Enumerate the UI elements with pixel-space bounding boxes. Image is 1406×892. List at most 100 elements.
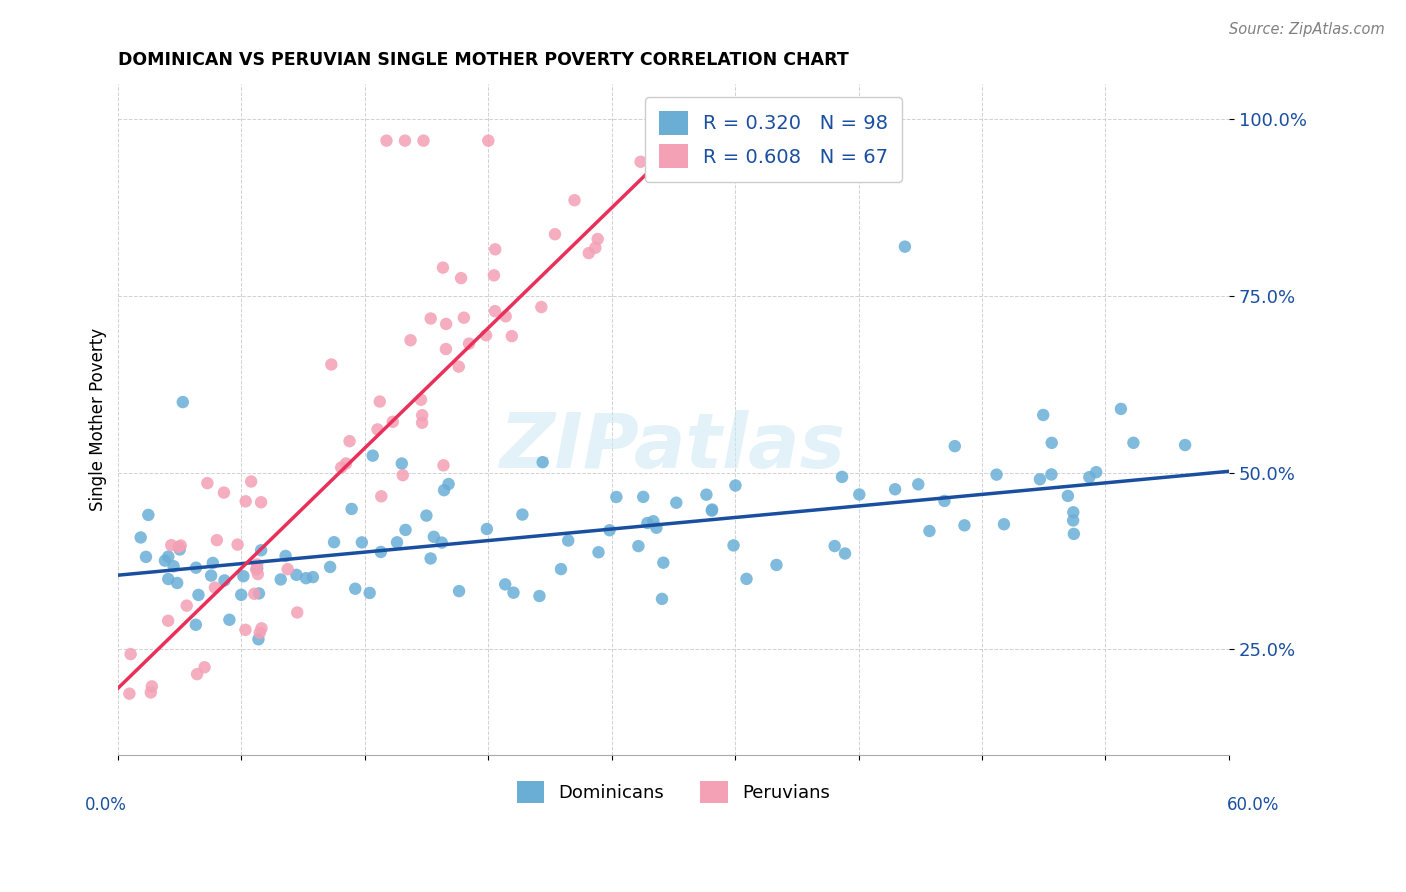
Point bbox=[724, 478, 747, 492]
Point bbox=[475, 522, 498, 536]
Point bbox=[169, 542, 191, 557]
Point bbox=[831, 470, 853, 484]
Point bbox=[153, 554, 176, 568]
Point bbox=[665, 496, 688, 510]
Text: 60.0%: 60.0% bbox=[1226, 796, 1279, 814]
Point bbox=[458, 336, 481, 351]
Point bbox=[350, 535, 373, 549]
Point bbox=[652, 556, 675, 570]
Point bbox=[235, 494, 257, 508]
Point bbox=[651, 591, 673, 606]
Point bbox=[544, 227, 567, 242]
Point bbox=[247, 586, 270, 600]
Point bbox=[943, 439, 966, 453]
Point bbox=[495, 310, 517, 324]
Point bbox=[339, 434, 361, 449]
Point bbox=[1062, 505, 1084, 519]
Point bbox=[141, 679, 163, 693]
Point bbox=[450, 271, 472, 285]
Point bbox=[1085, 465, 1108, 479]
Point bbox=[630, 154, 652, 169]
Point bbox=[583, 241, 606, 255]
Point bbox=[412, 134, 434, 148]
Point bbox=[432, 458, 454, 473]
Point bbox=[434, 342, 457, 356]
Point bbox=[394, 134, 416, 148]
Point bbox=[285, 606, 308, 620]
Point bbox=[475, 328, 498, 343]
Point bbox=[477, 134, 499, 148]
Point bbox=[118, 687, 141, 701]
Point bbox=[564, 193, 586, 207]
Point bbox=[240, 475, 263, 489]
Point bbox=[411, 409, 433, 423]
Point bbox=[432, 260, 454, 275]
Point bbox=[636, 516, 658, 530]
Point bbox=[399, 333, 422, 347]
Point bbox=[330, 460, 353, 475]
Point bbox=[176, 599, 198, 613]
Point bbox=[1062, 513, 1084, 527]
Point bbox=[557, 533, 579, 548]
Point bbox=[645, 521, 668, 535]
Point bbox=[184, 617, 207, 632]
Point bbox=[129, 531, 152, 545]
Point bbox=[437, 477, 460, 491]
Point bbox=[204, 581, 226, 595]
Point bbox=[918, 524, 941, 538]
Point bbox=[247, 632, 270, 647]
Point bbox=[531, 455, 554, 469]
Point bbox=[453, 310, 475, 325]
Point bbox=[631, 490, 654, 504]
Point bbox=[1078, 470, 1101, 484]
Point bbox=[246, 558, 269, 572]
Point bbox=[186, 667, 208, 681]
Point bbox=[201, 556, 224, 570]
Point bbox=[894, 239, 917, 253]
Point bbox=[375, 134, 398, 148]
Point bbox=[1029, 472, 1052, 486]
Point bbox=[723, 538, 745, 552]
Point bbox=[934, 494, 956, 508]
Point bbox=[993, 517, 1015, 532]
Point bbox=[218, 613, 240, 627]
Point bbox=[162, 559, 184, 574]
Point bbox=[335, 457, 357, 471]
Point bbox=[359, 586, 381, 600]
Point bbox=[1174, 438, 1197, 452]
Point bbox=[367, 422, 389, 436]
Point bbox=[184, 560, 207, 574]
Point bbox=[482, 268, 505, 283]
Point bbox=[172, 395, 194, 409]
Point bbox=[605, 490, 627, 504]
Point bbox=[391, 457, 413, 471]
Point bbox=[139, 685, 162, 699]
Point bbox=[381, 415, 404, 429]
Point bbox=[361, 449, 384, 463]
Point bbox=[423, 530, 446, 544]
Point bbox=[434, 317, 457, 331]
Point bbox=[160, 538, 183, 552]
Point bbox=[824, 539, 846, 553]
Point bbox=[415, 508, 437, 523]
Point bbox=[205, 533, 228, 548]
Point bbox=[391, 468, 413, 483]
Text: DOMINICAN VS PERUVIAN SINGLE MOTHER POVERTY CORRELATION CHART: DOMINICAN VS PERUVIAN SINGLE MOTHER POVE… bbox=[118, 51, 849, 69]
Point bbox=[578, 246, 600, 260]
Point bbox=[323, 535, 346, 549]
Point bbox=[599, 523, 621, 537]
Point bbox=[394, 523, 416, 537]
Point bbox=[986, 467, 1008, 482]
Point bbox=[419, 551, 441, 566]
Point bbox=[243, 587, 266, 601]
Point bbox=[1063, 527, 1085, 541]
Point bbox=[848, 487, 870, 501]
Legend: Dominicans, Peruvians: Dominicans, Peruvians bbox=[510, 773, 837, 810]
Point bbox=[157, 549, 180, 564]
Point bbox=[340, 502, 363, 516]
Point bbox=[250, 495, 273, 509]
Point bbox=[170, 539, 193, 553]
Point bbox=[246, 561, 269, 575]
Point bbox=[484, 304, 506, 318]
Point bbox=[246, 567, 269, 582]
